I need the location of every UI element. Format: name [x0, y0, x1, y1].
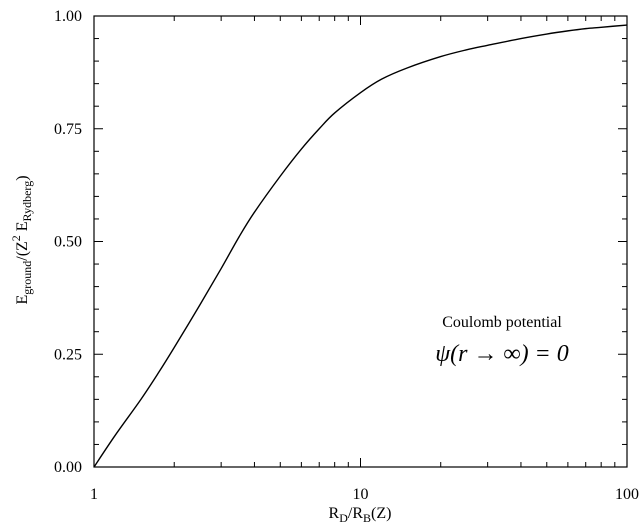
x-axis-title: RD/RB(Z): [329, 505, 392, 525]
plot-frame: [93, 15, 628, 468]
y-tick-label: 0.00: [54, 459, 82, 476]
annotation-formula: ψ(r → ∞) = 0: [435, 341, 569, 367]
y-tick-label: 1.00: [54, 8, 82, 25]
annotation-text: Coulomb potential: [442, 314, 562, 331]
series-line: [93, 24, 628, 468]
y-axis-title: Eground/(Z2 ERydberg): [9, 175, 34, 304]
x-tick-label: 10: [353, 486, 369, 503]
ticks: [93, 15, 628, 468]
y-tick-label: 0.25: [54, 346, 82, 363]
tick-labels: 1 10 100 0.00 0.25 0.50 0.75 1.00: [54, 8, 639, 503]
x-tick-label: 100: [615, 486, 639, 503]
y-tick-label: 0.50: [54, 234, 82, 251]
y-tick-label: 0.75: [54, 121, 82, 138]
x-tick-label: 1: [90, 486, 98, 503]
